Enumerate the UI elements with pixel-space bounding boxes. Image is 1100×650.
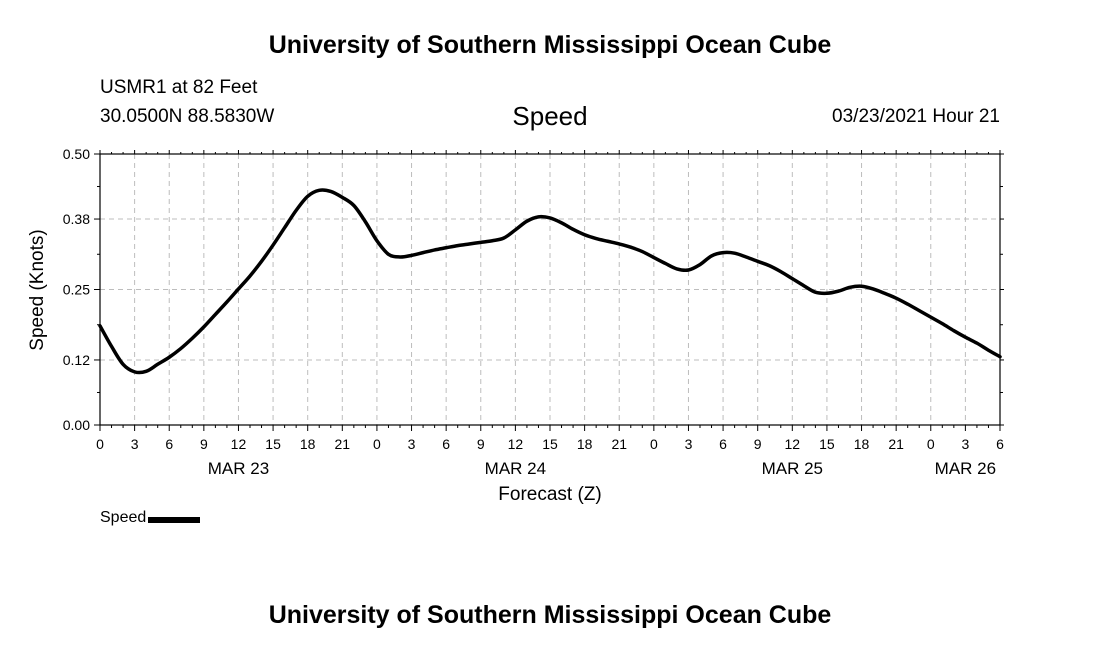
y-tick-label: 0.50 — [63, 146, 90, 162]
x-tick-label: 21 — [335, 436, 351, 452]
day-labels: MAR 23 MAR 24 MAR 25 MAR 26 — [208, 459, 996, 478]
y-tick-label: 0.38 — [63, 211, 90, 227]
x-tick-label: 0 — [373, 436, 381, 452]
x-tick-label: 6 — [719, 436, 727, 452]
y-tick-label: 0.00 — [63, 417, 90, 433]
x-tick-label: 6 — [996, 436, 1004, 452]
day-label: MAR 26 — [935, 459, 996, 478]
forecast-date-label: 03/23/2021 Hour 21 — [832, 106, 1000, 127]
x-tick-label: 9 — [477, 436, 485, 452]
x-tick-label: 12 — [785, 436, 801, 452]
x-tick-label: 6 — [442, 436, 450, 452]
x-tick-label: 21 — [888, 436, 904, 452]
day-label: MAR 25 — [762, 459, 823, 478]
y-axis-title: Speed (Knots) — [27, 229, 48, 350]
x-tick-label: 15 — [542, 436, 558, 452]
station-label: USMR1 at 82 Feet — [100, 77, 258, 98]
plot-frame — [99, 153, 1001, 426]
page-title: University of Southern Mississippi Ocean… — [268, 31, 832, 59]
x-tick-label: 9 — [754, 436, 762, 452]
legend-swatch — [148, 517, 201, 523]
legend: Speed — [100, 509, 201, 527]
x-tick-label: 0 — [96, 436, 104, 452]
x-tick-label: 12 — [508, 436, 524, 452]
x-tick-label: 15 — [265, 436, 281, 452]
x-tick-label: 3 — [408, 436, 416, 452]
x-tick-label: 6 — [165, 436, 173, 452]
x-tick-label: 3 — [131, 436, 139, 452]
x-tick-label: 9 — [200, 436, 208, 452]
x-axis-title: Forecast (Z) — [498, 484, 601, 505]
x-tick-label: 18 — [854, 436, 870, 452]
day-label: MAR 24 — [485, 459, 546, 478]
x-tick-label: 0 — [927, 436, 935, 452]
x-tick-label: 21 — [611, 436, 627, 452]
x-tick-label: 0 — [650, 436, 658, 452]
chart-subtitle: Speed — [512, 101, 588, 131]
day-label: MAR 23 — [208, 459, 269, 478]
x-tick-label: 18 — [300, 436, 316, 452]
legend-label: Speed — [100, 509, 147, 526]
x-tick-label: 3 — [961, 436, 969, 452]
x-tick-label: 3 — [685, 436, 693, 452]
x-axis: 0 3 6 9 12 15 18 21 0 3 6 9 12 15 18 21 0 3 6 9 12 15 18 21 0 3 6 — [96, 150, 1004, 452]
series-line-speed — [98, 188, 1002, 375]
x-tick-label: 12 — [231, 436, 247, 452]
x-tick-label: 18 — [577, 436, 593, 452]
grid-layer — [100, 154, 1000, 425]
coordinates-label: 30.0500N 88.5830W — [100, 106, 275, 127]
y-axis: 0.00 0.12 0.25 0.38 0.50 — [63, 146, 1004, 433]
y-tick-label: 0.25 — [63, 282, 90, 298]
y-tick-label: 0.12 — [63, 352, 90, 368]
footer-title: University of Southern Mississippi Ocean… — [268, 601, 832, 629]
x-tick-label: 15 — [819, 436, 835, 452]
